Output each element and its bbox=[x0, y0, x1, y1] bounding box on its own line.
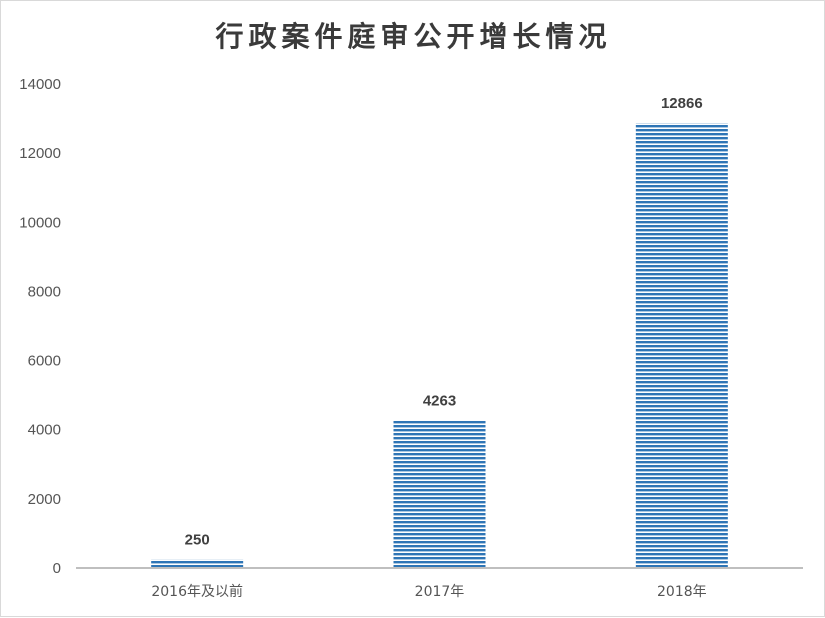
bars bbox=[151, 123, 728, 568]
y-tick-label: 14000 bbox=[19, 76, 61, 93]
y-tick-label: 4000 bbox=[28, 422, 61, 439]
y-tick-label: 6000 bbox=[28, 353, 61, 370]
y-tick-label: 2000 bbox=[28, 491, 61, 508]
x-axis-labels: 2016年及以前 2017年 2018年 bbox=[151, 583, 706, 600]
bar bbox=[635, 123, 728, 568]
chart-title: 行政案件庭审公开增长情况 bbox=[215, 20, 612, 53]
bar bbox=[393, 420, 486, 568]
x-tick-label: 2017年 bbox=[415, 584, 465, 600]
data-labels: 250 4263 12866 bbox=[185, 95, 703, 548]
y-tick-label: 12000 bbox=[19, 145, 61, 162]
y-tick-label: 0 bbox=[53, 560, 61, 577]
y-tick-label: 8000 bbox=[28, 283, 61, 300]
bar bbox=[151, 559, 244, 568]
bar-value-label: 4263 bbox=[423, 393, 456, 410]
bar-value-label: 250 bbox=[185, 531, 210, 548]
y-tick-label: 10000 bbox=[19, 214, 61, 231]
x-tick-label: 2018年 bbox=[657, 584, 707, 600]
y-axis-ticks: 0 2000 4000 6000 8000 10000 12000 14000 bbox=[19, 76, 61, 577]
bar-value-label: 12866 bbox=[661, 95, 703, 112]
x-tick-label: 2016年及以前 bbox=[151, 583, 243, 600]
